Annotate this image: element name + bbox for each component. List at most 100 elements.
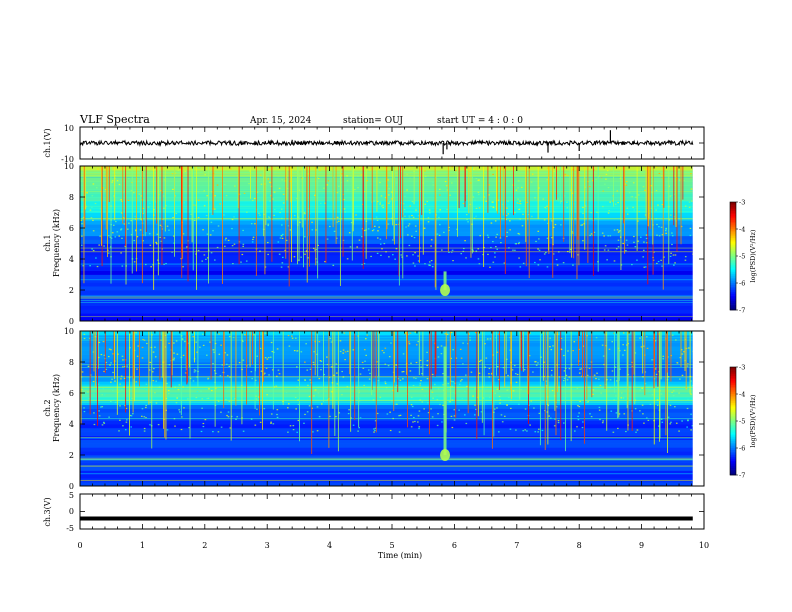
ch1-spectrogram-speckle (126, 228, 129, 230)
ch2-spectrogram-speckle (398, 415, 400, 417)
ch1-spectrogram-speckle (462, 202, 465, 205)
colorbar-segment (730, 381, 736, 384)
ch1-spectrogram-speckle (408, 216, 411, 218)
ch2-spectrogram-speckle (204, 419, 207, 421)
ch1-spectrogram-speckle (601, 232, 604, 234)
ch1-spectrogram-speckle (449, 194, 451, 196)
ch2-spectrogram-speckle (450, 380, 453, 382)
ch1-spectrogram-speckle (497, 199, 500, 201)
ch1-spectrogram-speckle (618, 167, 621, 169)
ch2-spectrogram-speckle (180, 416, 183, 418)
ch1-spectrogram-speckle (446, 189, 449, 191)
ch2-spectrogram-speckle (226, 414, 228, 417)
ch1-spectrogram-speckle (336, 192, 339, 194)
ch1-spectrogram-speckle (379, 201, 382, 203)
ch1-spectrogram-band (80, 317, 693, 322)
colorbar-segment (730, 428, 736, 431)
colorbar-segment (730, 283, 736, 286)
ch1-spectrogram-speckle (494, 252, 496, 254)
ch2-spectrogram-speckle (509, 428, 512, 430)
ch1-spectrogram-speckle (527, 213, 530, 216)
ch1-spectrogram-band (80, 247, 693, 252)
ch1-spectrogram-speckle (332, 264, 335, 266)
ch1-spectrogram-speckle (656, 223, 658, 226)
ch2-spectrogram-speckle (537, 362, 539, 364)
colorbar-segment (730, 455, 736, 458)
ch1-spectrogram-speckle (307, 208, 310, 210)
ch2-spectrogram-speckle (273, 351, 275, 353)
ch1-spectrogram-speckle (109, 236, 112, 238)
ch1-spectrogram-speckle (231, 218, 234, 221)
ch2-spectrogram-speckle (236, 416, 239, 418)
colorbar-segment (730, 245, 736, 248)
ch1-spectrogram-speckle (639, 168, 642, 170)
ch2-spectrogram-speckle (344, 358, 346, 361)
ch2-spectrogram-speckle (367, 369, 370, 371)
ch2-spectrogram-speckle (578, 405, 581, 408)
ch1-spectrogram-speckle (113, 195, 115, 197)
ch1-spectrogram-speckle (613, 260, 616, 262)
colorbar-segment (730, 205, 736, 208)
ch2-spectrogram-speckle (252, 334, 255, 336)
ch2-spectrogram-speckle (447, 383, 450, 385)
ch2-spectrogram-speckle (320, 369, 322, 371)
ch1-spectrogram-speckle (221, 186, 223, 188)
ch2-spectrogram-speckle (209, 341, 211, 343)
ch2-spectrogram-speckle (176, 397, 178, 399)
colorbar-segment (730, 430, 736, 433)
ch1-spectrogram-speckle (128, 222, 130, 224)
ch2-spectrogram-speckle (408, 341, 410, 343)
ch1-spectrogram-speckle (116, 231, 119, 233)
ch1-spectrogram-speckle (89, 209, 92, 211)
ch1-spectrogram-speckle (636, 259, 638, 261)
ch2-spectrogram-speckle (418, 427, 420, 430)
ch1-spectrogram-speckle (197, 216, 200, 219)
colorbar-segment (730, 466, 736, 469)
ch1-spectrogram-speckle (550, 237, 553, 239)
ch2-spectrogram-speckle (259, 421, 262, 423)
ch2-spectrogram-speckle (320, 360, 323, 363)
ch2-spectrogram-speckle (649, 389, 652, 391)
ch1-spectrogram-speckle (403, 208, 406, 211)
ch1-spectrogram-speckle (273, 214, 275, 216)
ch2-spectrogram-speckle (687, 347, 690, 349)
ch2-spectrogram-speckle (141, 346, 144, 349)
ch1-spectrogram-speckle (348, 232, 351, 234)
colorbar-segment (730, 281, 736, 284)
ch3-waveform-panel: 5 0 -5 ch.3(V) (43, 491, 705, 533)
ch1-spectrogram-speckle (281, 179, 283, 181)
ch2-spectrogram-speckle (577, 405, 579, 407)
ch1-spectrogram-speckle (287, 266, 290, 268)
colorbar-segment (730, 214, 736, 217)
ch1-spectrogram-speckle (670, 252, 672, 254)
ch1-spectrogram-speckle (103, 245, 105, 247)
ch2-spectrogram-speckle (512, 390, 515, 392)
ch1-spectrogram-speckle (252, 236, 255, 238)
ch1-spectrogram-speckle (227, 239, 230, 242)
ch1-spectrogram-speckle (582, 240, 584, 242)
colorbar-segment (730, 223, 736, 226)
colorbar-segment (730, 410, 736, 413)
colorbar-segment (730, 421, 736, 424)
colorbar-segment (730, 232, 736, 235)
ch1-spectrogram-speckle (617, 202, 619, 204)
ch1-spectrogram-speckle (432, 181, 434, 183)
station-label: station= OUJ (343, 116, 403, 126)
ch1-spectrogram-speckle (114, 236, 117, 238)
ch1-spectrogram-speckle (466, 218, 468, 221)
ch2-spectrogram-speckle (681, 374, 684, 376)
ch2-spectrogram-speckle (549, 337, 552, 339)
colorbar-segment (730, 437, 736, 440)
ch2-spectrogram-speckle (164, 334, 167, 336)
ch2-spectrogram-band (80, 408, 693, 413)
ch2-spectrogram-speckle (395, 364, 398, 366)
ch1-spectrogram-speckle (214, 259, 216, 261)
ch1-spectrogram-speckle (544, 206, 546, 209)
ch2-spectrogram-speckle (476, 396, 479, 398)
ch1-spectrogram-speckle (605, 173, 608, 176)
ch2-spectrogram-speckle (341, 394, 343, 396)
ch1-spectrogram-speckle (285, 239, 288, 242)
ch1-spectrogram-speckle (478, 168, 481, 170)
ch2-spectrogram-speckle (369, 372, 371, 375)
ch2-spectrogram-band (80, 334, 693, 340)
